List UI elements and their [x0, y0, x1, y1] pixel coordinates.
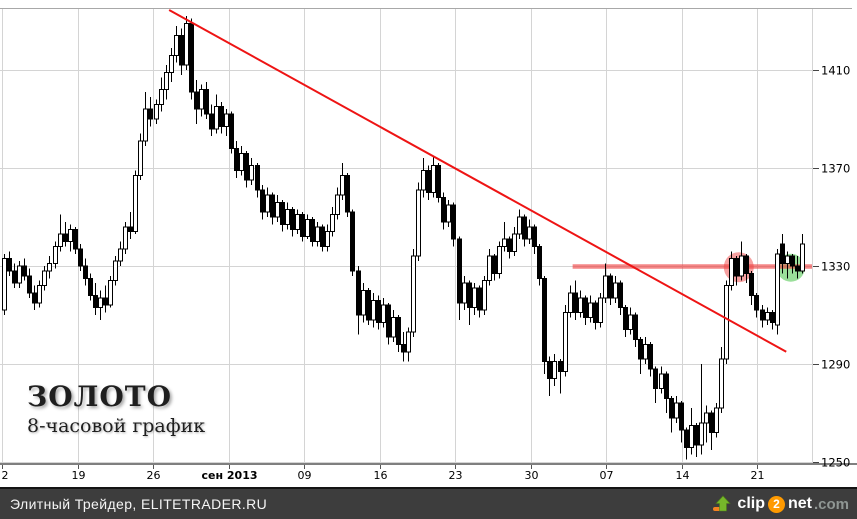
clip2net-text-clip: clip	[737, 495, 765, 512]
x-axis-label: 23	[449, 469, 463, 482]
clip2net-logo[interactable]: clip 2 net .com	[712, 495, 849, 513]
chart-title-block: ЗОЛОТО 8-часовой график	[27, 380, 205, 437]
clip2net-text-net: net	[787, 495, 812, 512]
chart-subtitle: 8-часовой график	[27, 415, 206, 437]
clip2net-text-com: .com	[813, 495, 849, 513]
x-axis-label: 16	[374, 469, 388, 482]
descending-trendline	[168, 9, 787, 353]
x-axis-label: 09	[298, 469, 312, 482]
clip2net-arrow-icon	[713, 495, 732, 512]
candlestick-chart: 2 19 26 сен 2013 09 16 23 30 07 14 211410137013301…	[0, 8, 857, 482]
chart-title: ЗОЛОТО	[27, 380, 172, 413]
y-axis: 1410 1370 1330 1290 1250	[813, 64, 850, 470]
x-axis-label: 21	[751, 469, 765, 482]
footer-credit: Элитный Трейдер, ELITETRADER.RU	[10, 496, 268, 512]
y-axis-label: 1250	[821, 456, 850, 470]
footer-bar: Элитный Трейдер, ELITETRADER.RU clip 2 n…	[0, 487, 857, 519]
x-axis-label: 30	[525, 469, 539, 482]
y-axis-label: 1290	[821, 358, 850, 372]
x-axis-label: 2	[2, 469, 9, 482]
x-axis-label: 19	[72, 469, 86, 482]
x-axis-label: 14	[676, 469, 690, 482]
gridlines	[0, 8, 852, 463]
x-axis-label: сен 2013	[201, 469, 257, 482]
y-axis-label: 1330	[821, 260, 850, 274]
clip2net-badge-2: 2	[767, 495, 785, 513]
x-axis-label: 26	[147, 469, 161, 482]
x-axis-label: 07	[600, 469, 614, 482]
x-axis: 2 19 26 сен 2013 09 16 23 30 07 14 21	[2, 465, 765, 482]
y-axis-label: 1370	[821, 162, 850, 176]
y-axis-label: 1410	[821, 64, 850, 78]
